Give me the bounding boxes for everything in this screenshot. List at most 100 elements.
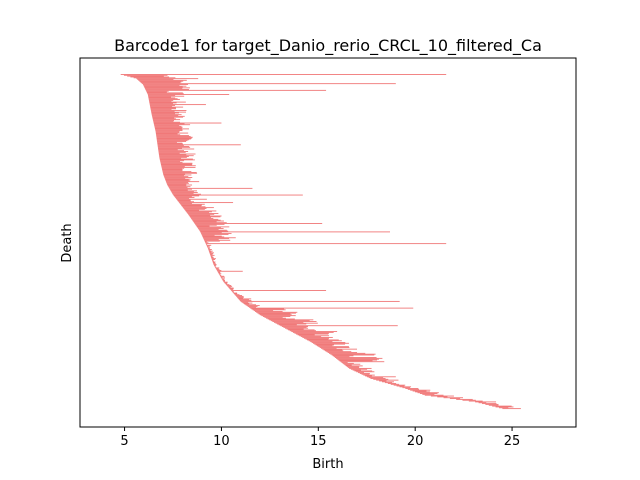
barcode-bar [256, 311, 298, 313]
barcode-bar [281, 326, 309, 327]
barcode-bar [330, 353, 376, 355]
barcode-bar [232, 291, 235, 293]
barcode-bar [328, 352, 366, 354]
barcode-bar [336, 357, 383, 359]
barcode-bar [158, 149, 178, 151]
barcode-bar [379, 380, 387, 382]
barcode-bar [365, 375, 372, 377]
barcode-bar [215, 267, 220, 269]
barcode-bar [348, 367, 360, 369]
barcode-bar [402, 387, 411, 389]
barcode-bar [164, 177, 193, 178]
barcode-bar [310, 341, 333, 343]
barcode-bar [269, 319, 314, 321]
barcode-bar [149, 103, 174, 105]
barcode-bar [237, 297, 244, 299]
barcode-bar [173, 195, 200, 197]
barcode-bar [217, 270, 243, 272]
barcode-bar [198, 228, 219, 230]
barcode-bar [162, 171, 192, 173]
barcode-bar [137, 79, 174, 80]
barcode-bar [228, 287, 234, 289]
barcode-bar [148, 99, 180, 101]
barcode-bar [502, 408, 521, 410]
barcode-bar [222, 280, 226, 281]
barcode-bar [345, 365, 363, 367]
barcode-bar [305, 338, 329, 340]
barcode-bar [168, 187, 188, 188]
barcode-bar [352, 369, 361, 371]
barcode-bar [210, 256, 214, 258]
barcode-bar [159, 155, 194, 157]
barcode-bar [225, 283, 228, 285]
barcode-bar [156, 135, 189, 137]
barcode-bar [227, 285, 233, 287]
barcode-bar [376, 379, 399, 381]
barcode-bar [194, 223, 323, 224]
barcode-bar [253, 310, 274, 312]
barcode-bar [437, 396, 448, 398]
barcode-bar [165, 180, 191, 182]
barcode-bar [354, 370, 373, 372]
barcode-bar [182, 207, 214, 209]
barcode-bar [213, 264, 217, 266]
barcode-bar [171, 192, 198, 193]
barcode-bar [415, 391, 430, 393]
barcode-bar [338, 359, 378, 361]
barcode-bar [158, 152, 180, 154]
barcode-bar [181, 205, 202, 207]
barcode-bar [407, 388, 420, 390]
barcode-bar [179, 202, 192, 204]
barcode-bar [191, 218, 214, 219]
barcode-bar [356, 371, 375, 373]
barcode-bar [358, 372, 365, 374]
barcode-bar [196, 225, 210, 227]
barcode-bar [145, 88, 183, 90]
barcode-bar [160, 162, 193, 164]
barcode-bar [144, 87, 190, 89]
barcode-bar [206, 245, 210, 247]
barcode-bar [151, 111, 187, 113]
barcode-bar [286, 328, 304, 330]
barcode-bar [208, 248, 210, 250]
barcode-bar [223, 281, 228, 283]
barcode-bar [167, 185, 187, 187]
barcode-bar [177, 200, 191, 202]
barcode-bar [155, 132, 189, 134]
x-axis-label: Birth [312, 457, 343, 472]
barcode-bar [242, 302, 253, 304]
barcode-bar [202, 236, 225, 238]
barcode-bar [157, 145, 184, 147]
x-axis-ticks: 5 10 15 20 25 [120, 427, 520, 449]
barcode-bar [215, 268, 219, 270]
barcode-bar [342, 362, 354, 364]
barcode-bar [307, 339, 339, 341]
x-tick-label: 20 [407, 434, 424, 449]
barcode-bar [181, 204, 202, 206]
barcode-bar [396, 385, 405, 387]
barcode-bar [288, 329, 315, 331]
barcode-bar [332, 355, 354, 357]
barcode-bar [315, 344, 335, 346]
barcode-bar [199, 230, 229, 232]
barcode-bar [156, 134, 181, 136]
barcode-bar [159, 156, 187, 158]
barcode-bar [197, 227, 221, 229]
barcode-bar [148, 95, 185, 97]
barcode-bar [247, 305, 258, 307]
barcode-bar [214, 266, 217, 268]
barcode-bar [154, 125, 182, 127]
barcode-bar [146, 91, 167, 93]
barcode-bar [163, 174, 192, 176]
barcode-bar [258, 313, 291, 315]
barcode-bar [152, 117, 175, 119]
barcode-bar [156, 138, 192, 140]
barcode-bar [144, 86, 183, 88]
barcode-bar [158, 151, 189, 152]
barcode-bar [196, 226, 230, 228]
barcode-bar [201, 233, 232, 235]
barcode-bar [162, 172, 198, 174]
barcode-bar [340, 361, 385, 363]
barcode-bar [224, 282, 228, 284]
barcode-bar [148, 97, 176, 99]
